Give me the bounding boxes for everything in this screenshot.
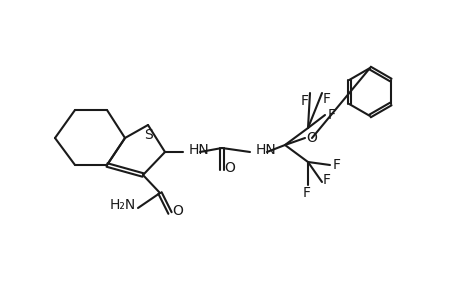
Text: F: F (302, 186, 310, 200)
Text: S: S (144, 128, 153, 142)
Text: F: F (300, 94, 308, 108)
Text: O: O (224, 161, 235, 175)
Text: H₂N: H₂N (110, 198, 136, 212)
Text: O: O (172, 204, 183, 218)
Text: F: F (327, 108, 335, 122)
Text: F: F (322, 173, 330, 187)
Text: F: F (332, 158, 340, 172)
Text: O: O (306, 131, 317, 145)
Text: HN: HN (256, 143, 276, 157)
Text: HN: HN (189, 143, 209, 157)
Text: F: F (322, 92, 330, 106)
